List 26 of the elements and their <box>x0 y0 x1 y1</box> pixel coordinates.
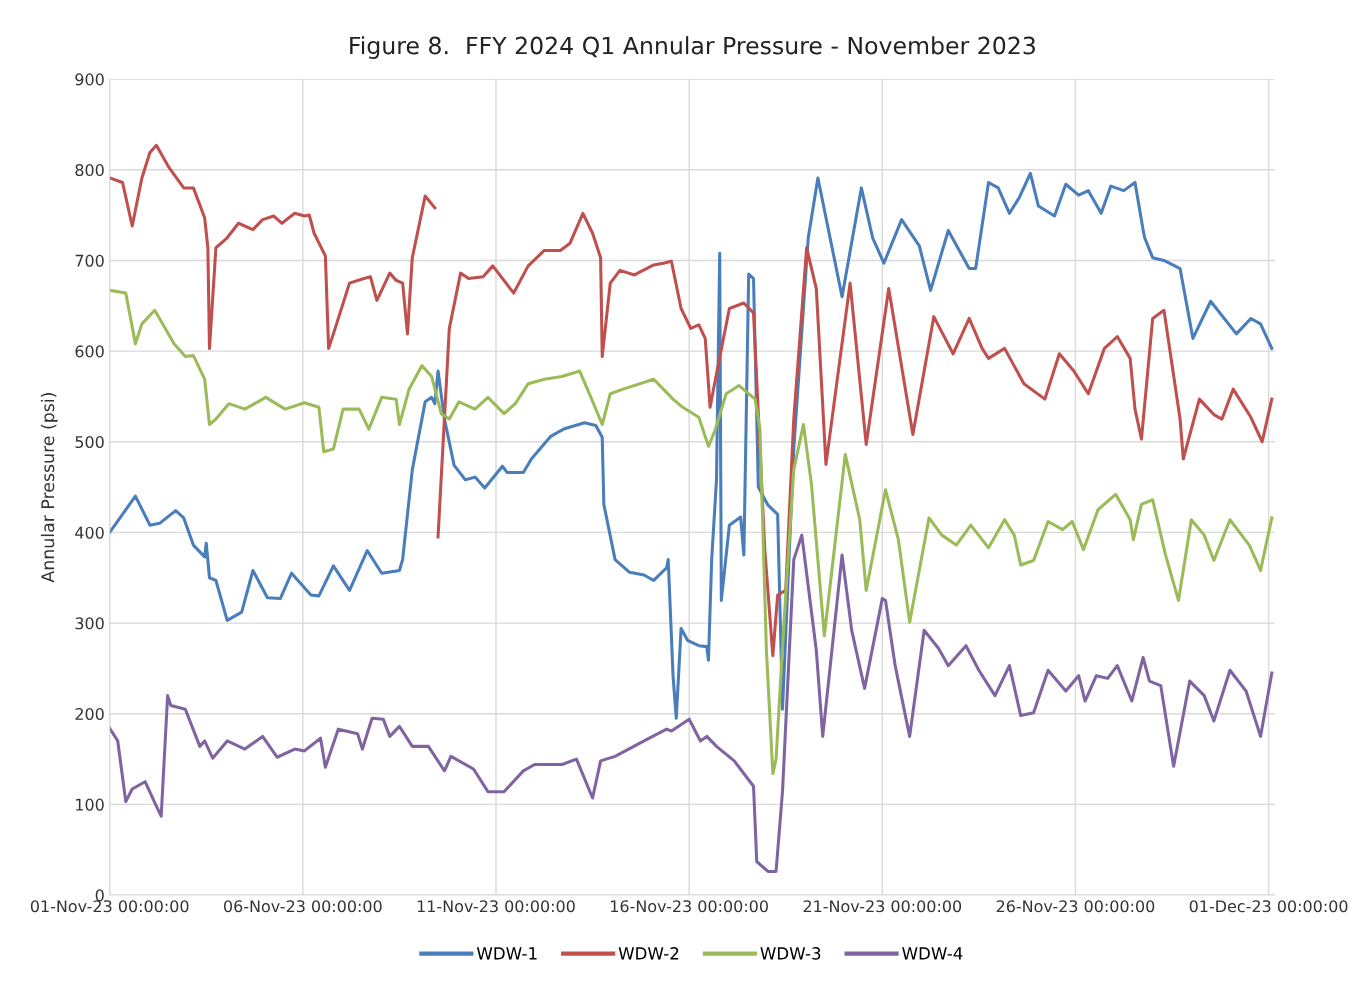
legend-label: WDW-2 <box>618 947 679 960</box>
y-tick-label: 300 <box>75 617 104 630</box>
x-tick-label: 06-Nov-23 00:00:00 <box>224 900 382 913</box>
y-tick-label: 600 <box>75 345 104 358</box>
y-tick-label: 700 <box>75 254 104 267</box>
x-tick-label: 21-Nov-23 00:00:00 <box>803 900 962 913</box>
y-tick-label: 900 <box>75 73 104 86</box>
y-tick-label: 800 <box>75 163 104 177</box>
line-series <box>109 533 1274 873</box>
line-series <box>109 171 1274 720</box>
x-tick-label: 01-Nov-23 00:00:00 <box>30 900 189 913</box>
y-tick-label: 500 <box>75 435 104 449</box>
legend-label: WDW-4 <box>902 947 963 960</box>
x-tick-label: 11-Nov-23 00:00:00 <box>417 900 575 913</box>
x-tick-label: 16-Nov-23 00:00:00 <box>611 900 768 913</box>
y-tick-label: 100 <box>76 798 104 811</box>
chart-title: Figure 8. FFY 2024 Q1 Annular Pressure - November 2023 <box>350 36 1035 60</box>
x-tick-label: 26-Nov-23 00:00:00 <box>996 900 1155 913</box>
x-tick-label: 01-Dec-23 00:00:00 <box>1189 900 1348 913</box>
y-tick-label: 0 <box>95 889 104 902</box>
y-tick-label: 400 <box>75 526 104 539</box>
y-axis-title: Annular Pressure (psi) <box>40 393 58 583</box>
line-series <box>109 288 1274 776</box>
y-tick-label: 200 <box>75 707 104 721</box>
legend-label: WDW-3 <box>760 947 821 960</box>
legend-label: WDW-1 <box>476 947 537 960</box>
